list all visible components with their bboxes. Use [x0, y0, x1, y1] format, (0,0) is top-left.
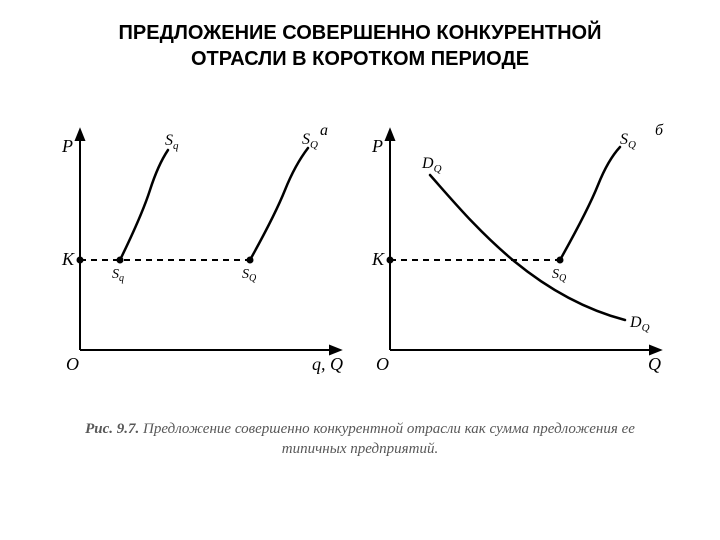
title-line-2: ОТРАСЛИ В КОРОТКОМ ПЕРИОДЕ: [191, 48, 529, 70]
svg-text:Sq: Sq: [165, 132, 179, 152]
svg-text:q, Q: q, Q: [312, 354, 343, 374]
figure-caption: Рис. 9.7. Предложение совершенно конкуре…: [60, 420, 660, 459]
svg-text:DQ: DQ: [629, 314, 650, 334]
svg-text:SQ: SQ: [620, 131, 636, 151]
svg-text:Q: Q: [648, 354, 661, 374]
svg-text:P: P: [371, 136, 383, 156]
svg-text:Sq: Sq: [112, 267, 124, 284]
svg-text:K: K: [371, 249, 385, 269]
page: ПРЕДЛОЖЕНИЕ СОВЕРШЕННО КОНКУРЕНТНОЙ ОТРА…: [0, 0, 720, 540]
caption-text: Предложение совершенно конкурентной отра…: [139, 421, 635, 457]
svg-text:а: а: [320, 122, 328, 139]
svg-text:O: O: [376, 354, 389, 374]
svg-text:K: K: [61, 249, 75, 269]
svg-text:SQ: SQ: [552, 267, 567, 284]
figure-svg: O Pq, Q а K Sq Sq SQ SQ O P Qб K SQ SQ DQ DQ: [50, 120, 670, 380]
svg-text:O: O: [66, 354, 79, 374]
figure-number: Рис. 9.7.: [85, 421, 139, 437]
svg-text:SQ: SQ: [302, 131, 318, 151]
svg-text:SQ: SQ: [242, 267, 257, 284]
title-line-1: ПРЕДЛОЖЕНИЕ СОВЕРШЕННО КОНКУРЕНТНОЙ: [119, 22, 602, 44]
figure: O Pq, Q а K Sq Sq SQ SQ O P Qб K SQ SQ DQ DQ: [50, 120, 670, 400]
svg-text:DQ: DQ: [421, 155, 442, 175]
page-title: ПРЕДЛОЖЕНИЕ СОВЕРШЕННО КОНКУРЕНТНОЙ ОТРА…: [0, 20, 720, 72]
svg-text:P: P: [61, 136, 73, 156]
svg-text:б: б: [655, 122, 664, 139]
